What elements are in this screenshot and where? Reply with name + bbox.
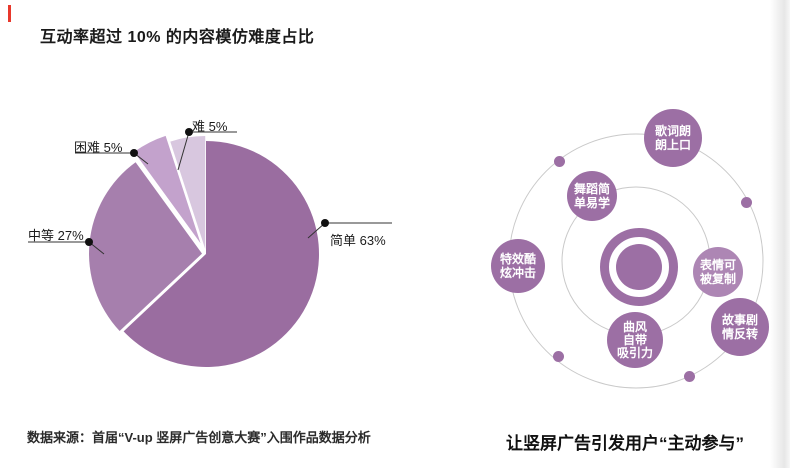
pie-label-jiandan: 简单 63% [330,233,386,248]
pie-callout-dots [85,128,329,246]
callout-dot [85,238,93,246]
concentric-circles-core [616,244,662,290]
pie-label-zhongdeng: 中等 27% [28,228,84,243]
bubble-line: 单易学 [573,196,610,210]
bubble-lyrics: 歌词朗 朗上口 [644,109,702,167]
pie-slice-难 [170,136,206,250]
bubble-line: 炫冲击 [499,266,536,280]
bubble-expression: 表情可 被复制 [693,247,743,297]
bubble-dance: 舞蹈简 单易学 [567,171,617,221]
callout-dot [130,149,138,157]
bubble-effects: 特效酷 炫冲击 [491,239,545,293]
bubble-line: 情反转 [721,327,758,341]
callout-dot [185,128,193,136]
pie-slice-困难 [134,135,201,244]
source-note: 数据来源：首届“V-up 竖屏广告创意大赛”入围作品数据分析 [27,430,371,445]
bubble-line: 表情可 [699,258,736,272]
callout-dot [321,219,329,227]
page-title: 互动率超过 10% 的内容模仿难度占比 [40,29,315,46]
concentric-circles-icon [600,228,678,306]
bubble-line: 曲风 [622,319,647,334]
pie-label-nan: 难 5% [192,119,228,134]
bubble-line: 自带 [622,332,647,347]
bubble-line: 舞蹈简 [573,182,610,196]
bubble-line: 吸引力 [616,345,653,360]
orbit-dot [684,371,695,382]
pie-slice-简单 [123,141,319,368]
pie-label-kunnan: 困难 5% [74,140,123,155]
pie-chart [89,135,319,368]
bubble-line: 故事剧 [721,313,758,327]
bubble-music: 曲风 自带 吸引力 [607,312,663,368]
orbit-dot [554,156,565,167]
orbit-dot [741,197,752,208]
bubble-line: 被复制 [699,272,736,286]
bubble-line: 歌词朗 [654,124,691,138]
accent-mark [8,5,11,22]
pie-slice-中等 [89,162,203,331]
orbit-dot [553,351,564,362]
bubble-story: 故事剧 情反转 [711,298,769,356]
diagram-caption: 让竖屏广告引发用户“主动参与” [506,434,744,453]
bubble-line: 朗上口 [654,138,691,152]
bubble-line: 特效酷 [499,252,536,266]
